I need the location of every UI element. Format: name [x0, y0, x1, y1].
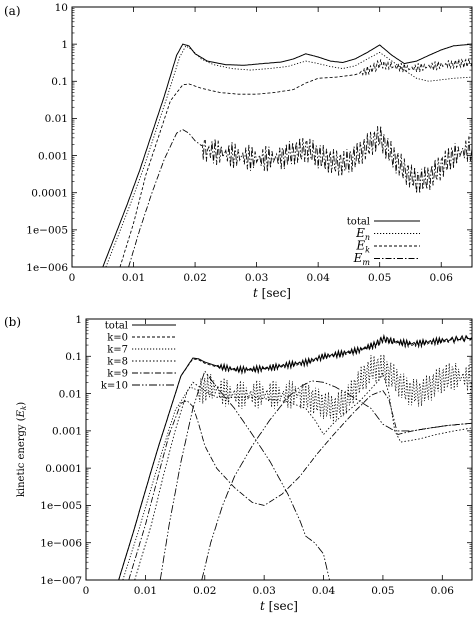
legend-label-k8: k=8	[107, 357, 128, 368]
legend-label-total: total	[347, 217, 370, 228]
x-tick-label: 0	[69, 272, 76, 284]
y-tick-label: 0.001	[38, 150, 68, 162]
series-group	[118, 333, 472, 580]
panel-label: (b)	[4, 315, 21, 329]
legend-label-k0: k=0	[107, 333, 128, 344]
legend-sub: n	[365, 233, 370, 242]
x-tick-label: 0.04	[312, 585, 336, 597]
x-tick-label: 0.03	[252, 585, 275, 597]
legend-label-ek: Ek	[355, 239, 370, 255]
legend-label-k7: k=7	[107, 345, 128, 356]
y-tick-label: 1e−005	[26, 225, 68, 237]
series-line-total	[102, 43, 472, 267]
x-tick-label: 0.05	[368, 272, 391, 284]
y-tick-label: 1e−006	[40, 538, 82, 550]
x-axis-label-var: t	[260, 599, 265, 613]
y-tick-label: 1e−005	[40, 500, 82, 512]
chart-panel-a: (a) 0 0.01 0.02 0.03 0.04 0.05 0.06 1e−006 1e−005…	[4, 2, 473, 300]
y-tick-label: 0.001	[52, 426, 82, 438]
y-axis-label: kinetic energy (Ek)	[16, 402, 28, 497]
x-tick-label: 0.02	[193, 585, 216, 597]
x-tick-label: 0.01	[134, 585, 157, 597]
y-tick-label: 1	[75, 314, 82, 326]
x-tick-label: 0.03	[245, 272, 268, 284]
y-tick-label: 1e−007	[40, 575, 82, 587]
series-group	[102, 43, 472, 267]
legend-label-k10: k=10	[101, 381, 128, 392]
plot-frame	[85, 318, 473, 581]
legend-label-total: total	[105, 321, 128, 332]
y-tick-label: 1e−006	[26, 262, 68, 274]
legend-label-k9: k=9	[107, 369, 128, 380]
y-tick-label: 0.1	[51, 76, 68, 88]
legend-label-en: En	[355, 226, 370, 242]
series-line-k7	[122, 354, 472, 580]
y-tick-label: 0.01	[45, 113, 68, 125]
legend-label-em: Em	[353, 251, 371, 267]
legend-var: E	[355, 239, 365, 253]
x-axis-label-var: t	[253, 286, 258, 300]
series-line-k10	[159, 370, 330, 580]
series-line-k8	[134, 372, 472, 580]
chart-panel-b: (b) 0 0.01 0.02 0.03 0.04 0.05 0.06 1e−007 1e−006…	[4, 314, 473, 613]
y-axis-label-var: E	[16, 409, 27, 418]
x-tick-label: 0.05	[371, 585, 394, 597]
legend-sub: k	[365, 246, 370, 255]
x-axis-label: t [sec]	[253, 286, 291, 300]
x-tick-label: 0.06	[430, 272, 454, 284]
series-line-en	[105, 45, 472, 267]
x-axis-label-unit: [sec]	[258, 286, 291, 300]
plot-frame	[71, 6, 473, 268]
panel-label: (a)	[4, 4, 21, 18]
series-line-k10b	[201, 380, 472, 580]
y-axis-label-text: kinetic energy (	[16, 417, 27, 497]
y-tick-label: 1	[61, 39, 68, 51]
x-axis-label: t [sec]	[260, 599, 298, 613]
series-line-ek	[119, 58, 472, 267]
x-tick-label: 0.01	[122, 272, 145, 284]
y-tick-label: 0.01	[59, 388, 82, 400]
y-tick-label: 0.1	[65, 351, 82, 363]
series-line-k9	[128, 390, 472, 580]
series-line-total	[118, 333, 472, 580]
x-tick-label: 0.04	[306, 272, 330, 284]
series-line-em	[128, 125, 472, 267]
x-tick-label: 0.06	[431, 585, 455, 597]
legend-var: E	[353, 251, 363, 265]
x-tick-label: 0.02	[183, 272, 206, 284]
x-tick-label: 0	[83, 585, 90, 597]
legend-var: E	[355, 226, 365, 240]
legend-sub: m	[362, 258, 370, 267]
y-tick-label: 10	[55, 2, 68, 14]
y-axis-label-end: )	[16, 402, 27, 406]
y-axis-label-sub: k	[20, 406, 28, 410]
y-tick-label: 0.0001	[45, 463, 82, 475]
x-axis-label-unit: [sec]	[265, 599, 298, 613]
y-tick-label: 0.0001	[31, 188, 68, 200]
